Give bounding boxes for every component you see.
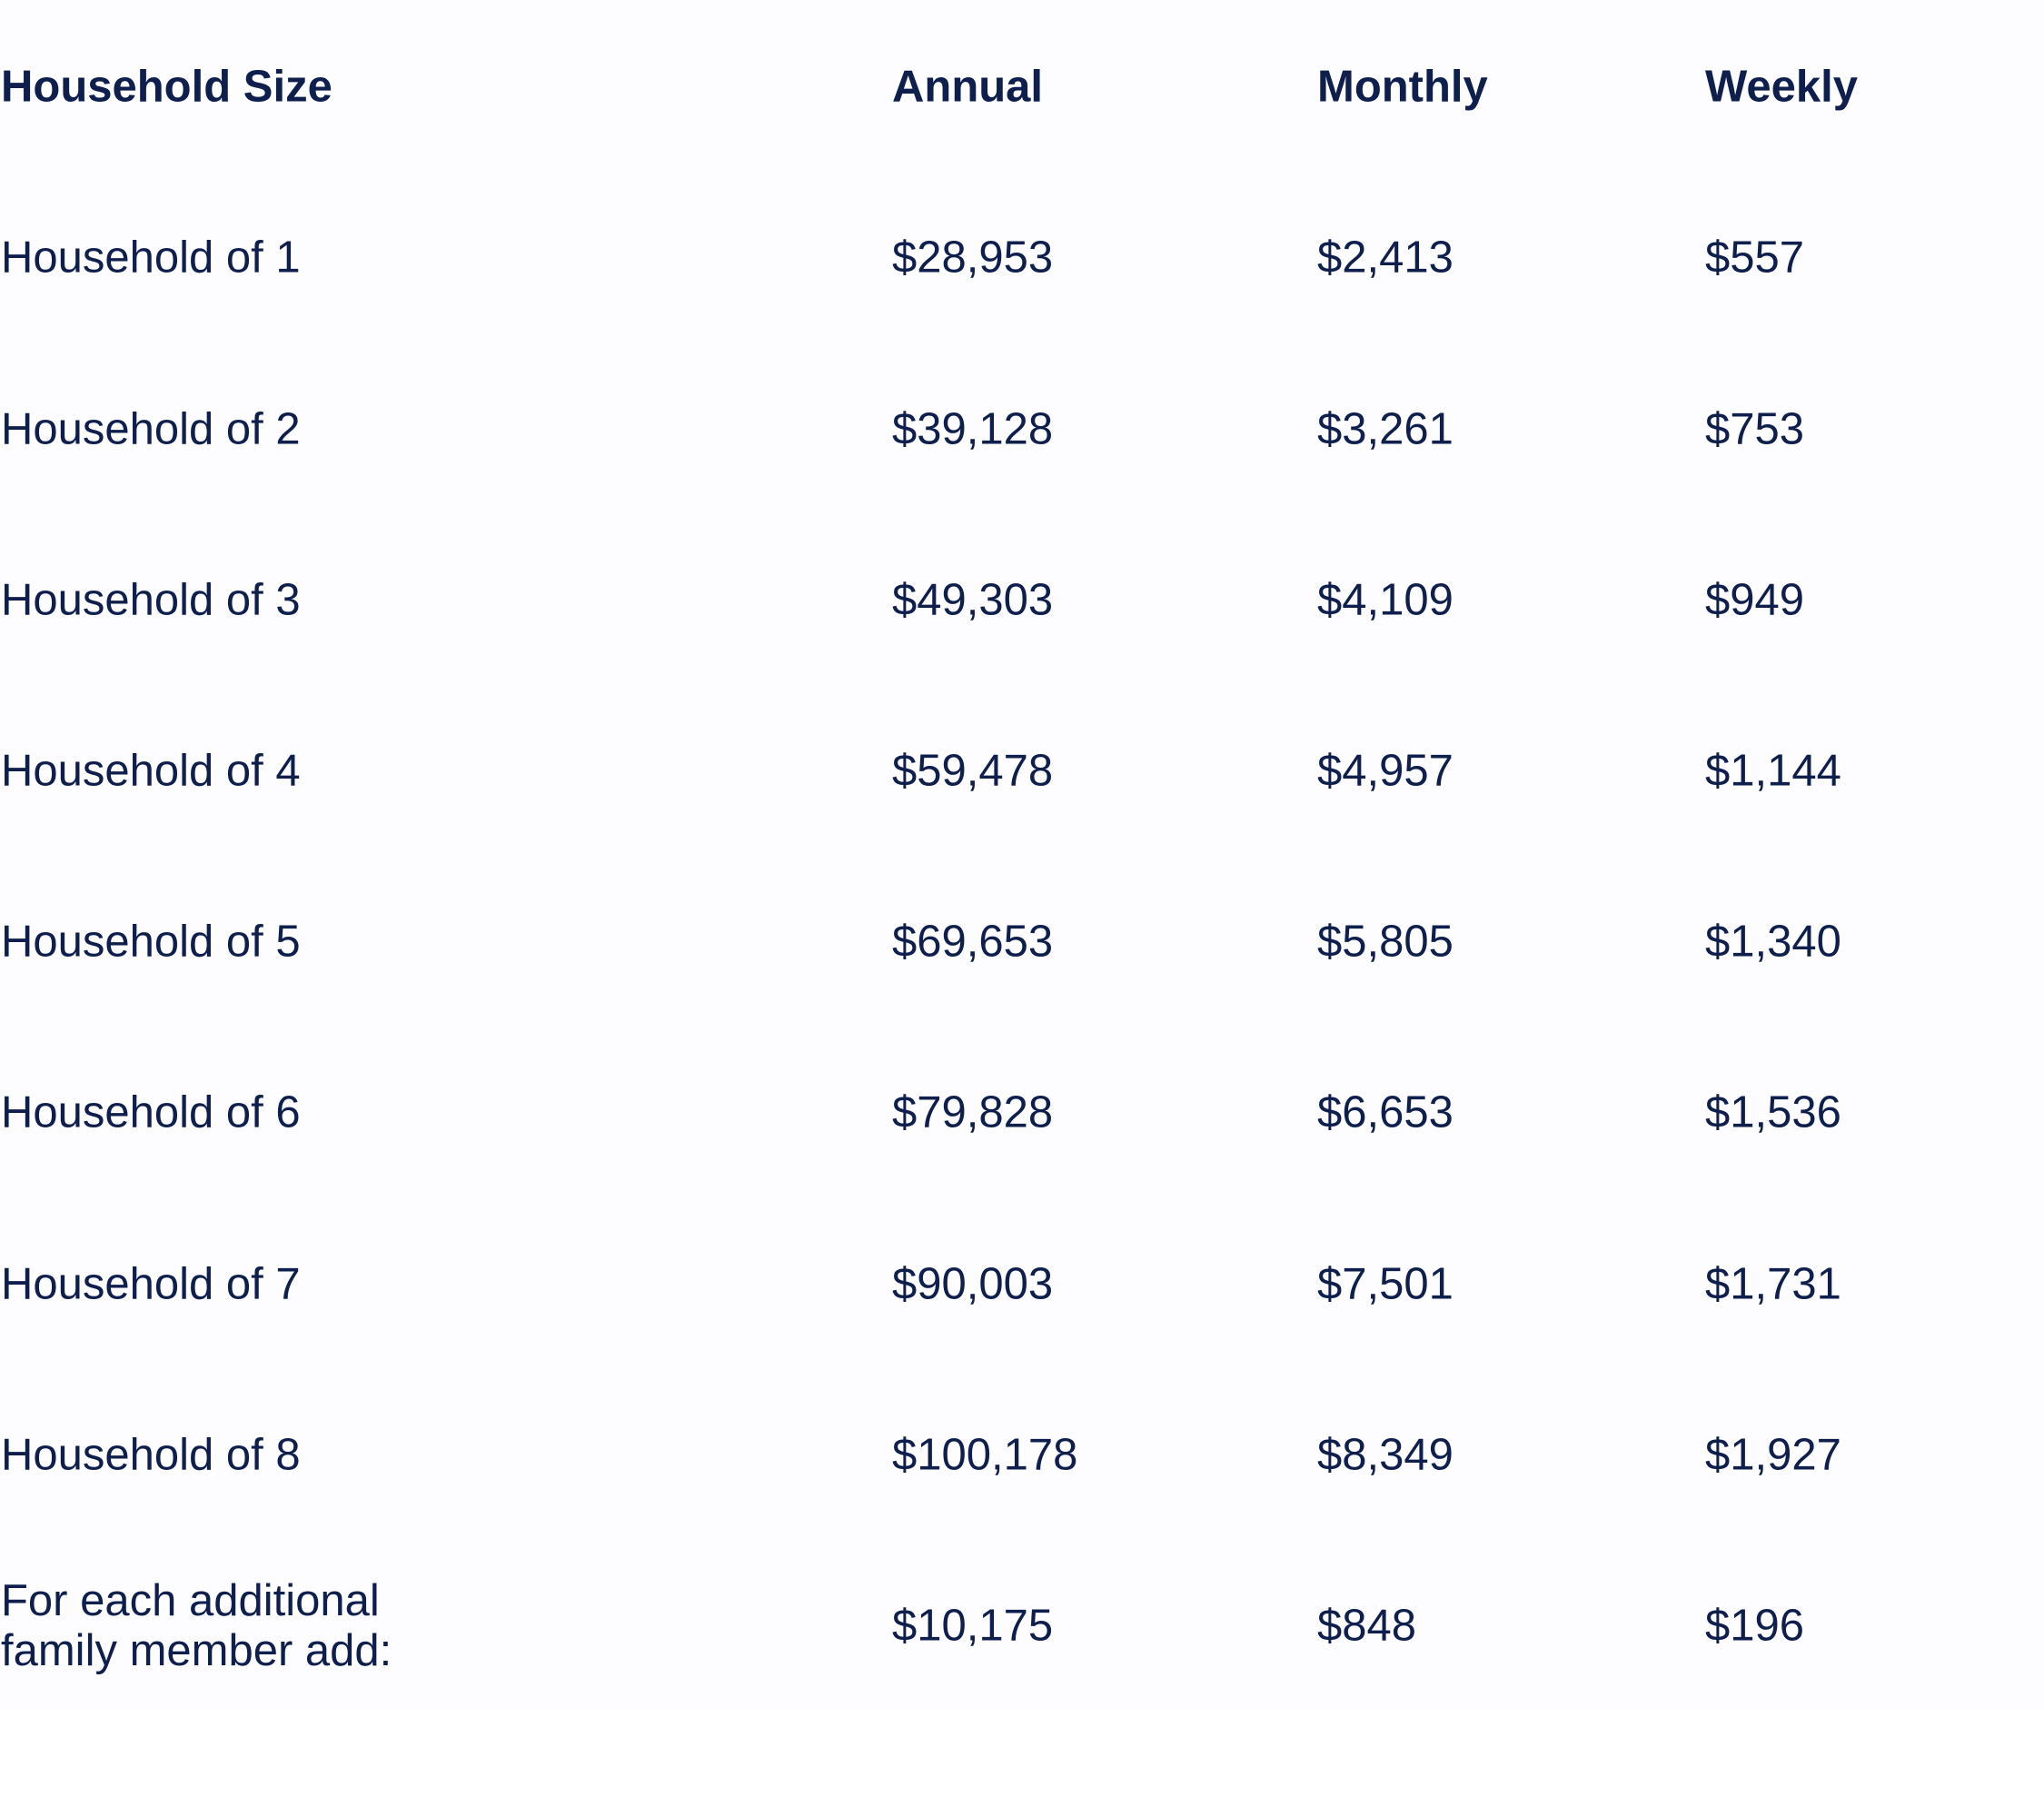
monthly-cell: $848 bbox=[1317, 1601, 1417, 1651]
monthly-cell: $2,413 bbox=[1317, 233, 1454, 283]
household-size-cell: Household of 6 bbox=[1, 1087, 301, 1137]
annual-cell: $59,478 bbox=[892, 746, 1054, 796]
annual-cell: $39,128 bbox=[892, 404, 1054, 454]
header-weekly: Weekly bbox=[1705, 62, 1858, 112]
weekly-cell: $1,144 bbox=[1705, 746, 1841, 796]
household-size-cell: Household of 7 bbox=[1, 1259, 301, 1309]
household-size-cell: Household of 2 bbox=[1, 404, 301, 454]
monthly-cell: $8,349 bbox=[1317, 1430, 1454, 1480]
annual-cell: $90,003 bbox=[892, 1259, 1054, 1309]
monthly-cell: $7,501 bbox=[1317, 1259, 1454, 1309]
weekly-cell: $557 bbox=[1705, 233, 1805, 283]
weekly-cell: $1,927 bbox=[1705, 1430, 1841, 1480]
annual-cell: $49,303 bbox=[892, 575, 1054, 625]
household-size-cell: Household of 8 bbox=[1, 1430, 301, 1480]
weekly-cell: $1,536 bbox=[1705, 1087, 1841, 1137]
monthly-cell: $3,261 bbox=[1317, 404, 1454, 454]
monthly-cell: $6,653 bbox=[1317, 1087, 1454, 1137]
weekly-cell: $196 bbox=[1705, 1601, 1805, 1651]
annual-cell: $79,828 bbox=[892, 1087, 1054, 1137]
weekly-cell: $1,731 bbox=[1705, 1259, 1841, 1309]
weekly-cell: $949 bbox=[1705, 575, 1805, 625]
annual-cell: $10,175 bbox=[892, 1601, 1054, 1651]
monthly-cell: $4,109 bbox=[1317, 575, 1454, 625]
annual-cell: $69,653 bbox=[892, 917, 1054, 967]
monthly-cell: $4,957 bbox=[1317, 746, 1454, 796]
annual-cell: $28,953 bbox=[892, 233, 1054, 283]
header-household-size: Household Size bbox=[1, 62, 332, 112]
weekly-cell: $1,340 bbox=[1705, 917, 1841, 967]
annual-cell: $100,178 bbox=[892, 1430, 1078, 1480]
weekly-cell: $753 bbox=[1705, 404, 1805, 454]
household-size-cell: Household of 4 bbox=[1, 746, 301, 796]
household-size-cell: Household of 5 bbox=[1, 917, 301, 967]
header-annual: Annual bbox=[892, 62, 1044, 112]
additional-member-cell: For each additional family member add: bbox=[1, 1576, 392, 1675]
header-monthly: Monthly bbox=[1317, 62, 1488, 112]
monthly-cell: $5,805 bbox=[1317, 917, 1454, 967]
household-size-cell: Household of 3 bbox=[1, 575, 301, 625]
household-size-cell: Household of 1 bbox=[1, 233, 301, 283]
income-table: Household Size Annual Monthly Weekly Hou… bbox=[1, 62, 1858, 1675]
